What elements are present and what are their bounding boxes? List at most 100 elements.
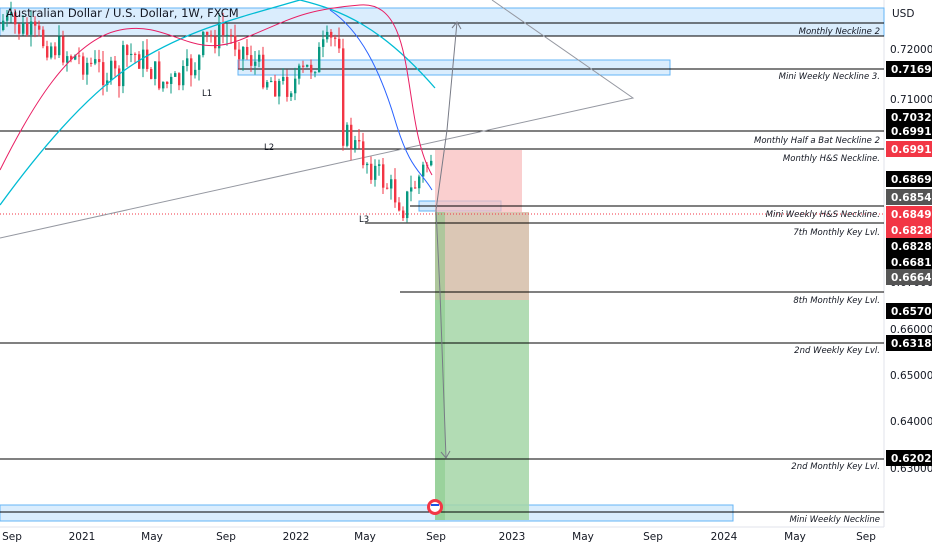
candle-body [334, 37, 337, 39]
x-tick-label: Sep [643, 531, 663, 543]
candle-body [258, 54, 261, 62]
candle-body [430, 160, 433, 166]
candle-body [154, 61, 157, 79]
candle-body [158, 61, 161, 89]
price-tag [886, 238, 932, 254]
x-tick-label: Sep [856, 531, 876, 543]
candle-body [46, 46, 49, 58]
price-tag [886, 269, 932, 285]
price-tag [886, 335, 932, 351]
trend-triangle [0, 0, 635, 239]
candle-body [394, 179, 397, 203]
price-tag-label: 0.69913 [891, 126, 932, 138]
take-profit-edge [435, 212, 445, 520]
price-tag [886, 254, 932, 270]
candle-body [162, 81, 165, 89]
candle-body [74, 55, 77, 60]
level-annotation: 2nd Weekly Key Lvl. [794, 346, 880, 356]
candle-body [274, 80, 277, 97]
candle-body [246, 46, 249, 56]
candle-body [322, 39, 325, 47]
candle-body [34, 21, 37, 26]
price-tag-label: 0.69913 [891, 144, 932, 156]
pivot-label-l3: L3 [359, 215, 369, 225]
candle-body [102, 62, 105, 86]
zone-mini-weekly-neckline [0, 504, 734, 522]
arrow-up-icon [451, 21, 462, 30]
candle-body [342, 48, 345, 146]
take-profit-zone [435, 300, 529, 520]
price-tag [886, 61, 932, 77]
price-tag-label: 0.71698 [891, 64, 932, 76]
price-tag [886, 141, 932, 157]
price-tag [886, 171, 932, 187]
candle-body [386, 187, 389, 189]
overlap-zone [435, 212, 529, 300]
level-annotation: Mini Weekly Neckline 3. [779, 72, 880, 82]
candle-body [178, 73, 181, 86]
candle-body [50, 46, 53, 58]
candle-body [82, 56, 85, 75]
candle-body [6, 15, 9, 21]
candle-body [250, 55, 253, 66]
candle-body [282, 76, 285, 81]
candle-body [390, 179, 393, 189]
candle-body [90, 62, 93, 64]
candle-body [106, 80, 109, 86]
candle-body [254, 61, 257, 66]
candle-body [22, 23, 25, 34]
candle-body [398, 202, 401, 211]
candle-body [138, 54, 141, 69]
price-tag [886, 303, 932, 319]
candle-body [190, 58, 193, 76]
candle-body [38, 25, 41, 30]
arrow-down-icon [440, 450, 451, 459]
price-tag-label: 0.63182 [891, 338, 932, 350]
price-tag-label: 0.68491 [891, 209, 932, 221]
candle-body [410, 187, 413, 192]
candle-body [298, 65, 301, 79]
price-tag-label: 0.66812 [891, 257, 932, 269]
candle-body [218, 23, 221, 49]
candle-body [166, 81, 169, 84]
candle-body [242, 46, 245, 60]
candle-body [114, 60, 117, 69]
candle-body [146, 49, 149, 69]
x-tick-label: 2022 [283, 531, 310, 543]
level-annotation: 7th Monthly Key Lvl. [793, 228, 880, 238]
candle-body [374, 165, 377, 180]
x-tick-label: Sep [216, 531, 236, 543]
level-annotation: Monthly Half a Bat Neckline 2 [754, 136, 880, 146]
candle-body [122, 45, 125, 87]
candle-body [206, 31, 209, 35]
candle-body [294, 78, 297, 94]
candle-body [142, 49, 145, 69]
price-tag-label: 0.62025 [891, 453, 932, 465]
candle-body [330, 31, 333, 38]
candle-body [14, 12, 17, 25]
us-flag-event-icon-stripe [431, 504, 439, 506]
candle-body [366, 163, 369, 166]
moving-average-red [0, 4, 433, 176]
x-tick-label: Sep [2, 531, 22, 543]
candle-body [402, 210, 405, 219]
x-tick-label: May [354, 531, 376, 543]
candle-body [110, 60, 113, 81]
candle-body [346, 124, 349, 146]
candle-body [26, 23, 29, 35]
candle-body [358, 140, 361, 142]
candle-body [30, 21, 33, 35]
x-tick-label: May [141, 531, 163, 543]
candle-body [58, 36, 61, 56]
candle-body [150, 68, 153, 79]
candle-body [414, 187, 417, 189]
candle-body [306, 64, 309, 67]
candle-body [290, 93, 293, 97]
candle-body [118, 68, 121, 87]
moving-average-cyan-2 [299, 0, 436, 89]
candle-body [78, 55, 81, 57]
x-tick-label: May [784, 531, 806, 543]
x-tick-label: May [572, 531, 594, 543]
